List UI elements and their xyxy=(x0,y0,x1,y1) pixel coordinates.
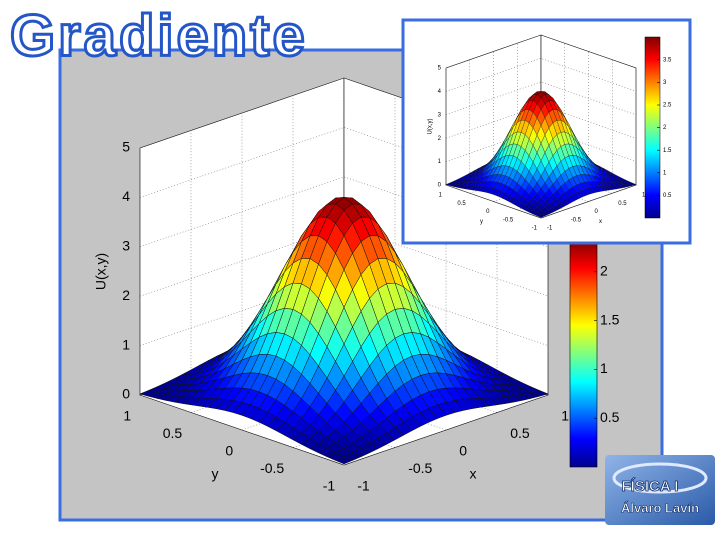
x-tick-label: 1 xyxy=(561,408,569,424)
z-axis-label: U(x,y) xyxy=(428,119,434,135)
z-tick-label: 3 xyxy=(438,112,442,118)
y-tick-label: 0.5 xyxy=(457,201,466,207)
colorbar-tick-label: 0.5 xyxy=(600,409,620,425)
x-axis-label: x xyxy=(599,219,602,225)
z-tick-label: 0 xyxy=(122,386,130,402)
y-tick-label: 1 xyxy=(123,408,131,424)
grid-line xyxy=(445,58,637,92)
y-tick-label: 1 xyxy=(439,193,443,199)
x-axis-label: x xyxy=(470,466,477,482)
x-tick-label: 1 xyxy=(642,193,646,199)
colorbar-tick-label: 2 xyxy=(600,263,608,279)
z-axis-label: U(x,y) xyxy=(93,253,109,290)
z-tick-label: 3 xyxy=(122,238,130,254)
inset-plot: 0 1 2 3 4 5 1 0.5 0 -0.5 -1 -1 -0.5 0 0.5 1 y x U(x,y) 0.5 1… xyxy=(428,34,672,232)
logo-line2: Álvaro Lavín xyxy=(621,500,699,515)
y-tick-label: 0 xyxy=(225,443,233,459)
z-tick-label: 2 xyxy=(122,287,130,303)
z-tick-label: 1 xyxy=(122,336,130,352)
logo-line1: FÍSICA I xyxy=(622,478,679,495)
surface-patch xyxy=(334,456,354,465)
logo-swoosh xyxy=(612,462,708,494)
y-tick-label: -0.5 xyxy=(503,217,514,223)
colorbar-tick-label: 2 xyxy=(663,125,667,131)
y-axis-label: y xyxy=(480,219,483,225)
x-tick-label: -0.5 xyxy=(571,217,582,223)
logo-box xyxy=(605,455,715,525)
x-tick-label: 0 xyxy=(595,209,599,215)
surface-patch xyxy=(536,213,546,218)
y-tick-label: -1 xyxy=(323,478,336,494)
colorbar-tick-label: 0.5 xyxy=(663,193,672,199)
grid-line xyxy=(540,68,637,219)
main-plot: 0 1 2 3 4 5 1 0.5 0 -0.5 -1 -1 -0.5 0 0.5 1 y x U(x,y) 0.5 1… xyxy=(93,77,620,494)
z-tick-label: 4 xyxy=(122,188,130,204)
y-axis-label: y xyxy=(212,466,219,482)
main-colorbar xyxy=(569,239,598,468)
grid-line xyxy=(445,34,637,69)
x-tick-label: 0 xyxy=(459,443,467,459)
y-tick-label: -0.5 xyxy=(260,460,284,476)
z-tick-label: 0 xyxy=(438,183,442,189)
y-tick-label: 0.5 xyxy=(163,425,183,441)
y-tick-label: -1 xyxy=(532,226,538,232)
z-tick-label: 5 xyxy=(122,139,130,155)
logo: FÍSICA I Álvaro Lavín xyxy=(605,455,715,525)
grid-line xyxy=(445,81,637,116)
z-tick-label: 1 xyxy=(438,159,442,165)
x-tick-label: 0.5 xyxy=(618,201,627,207)
x-tick-label: -1 xyxy=(547,226,553,232)
colorbar-tick-label: 1 xyxy=(663,170,667,176)
slide-title: Gradiente xyxy=(10,3,308,68)
x-tick-label: 0.5 xyxy=(510,425,530,441)
colorbar-tick-label: 3.5 xyxy=(663,57,672,63)
colorbar-tick-label: 1 xyxy=(600,360,608,376)
grid-line xyxy=(445,68,542,219)
colorbar-tick-label: 2.5 xyxy=(663,103,672,109)
colorbar-tick-label: 3 xyxy=(663,80,667,86)
colorbar-tick-label: 1.5 xyxy=(663,148,672,154)
x-tick-label: -0.5 xyxy=(408,460,432,476)
y-tick-label: 0 xyxy=(486,209,490,215)
z-tick-label: 5 xyxy=(438,66,442,72)
x-tick-label: -1 xyxy=(357,478,370,494)
z-tick-label: 4 xyxy=(438,89,442,95)
colorbar-tick-label: 1.5 xyxy=(600,311,620,327)
grid-line xyxy=(445,128,637,162)
z-tick-label: 2 xyxy=(438,136,442,142)
grid-line xyxy=(445,104,637,139)
